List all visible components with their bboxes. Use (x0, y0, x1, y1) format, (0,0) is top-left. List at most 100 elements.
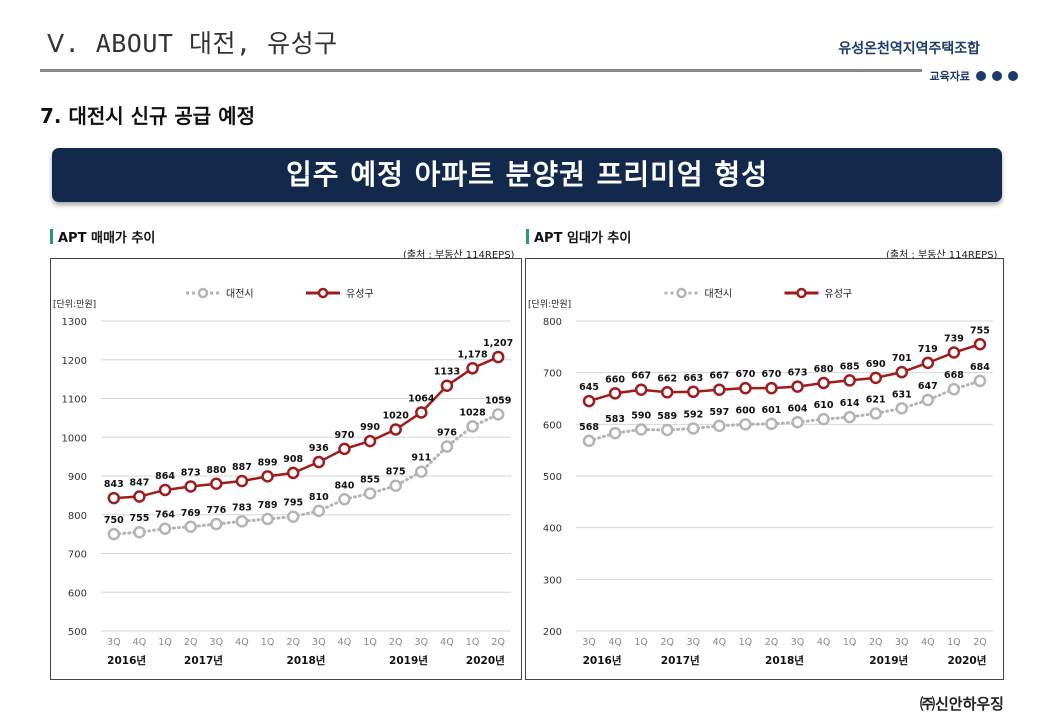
data-point-yuseong (338, 442, 351, 456)
headline-banner: 입주 예정 아파트 분양권 프리미엄 형성 (52, 148, 1002, 202)
data-point-yuseong (895, 365, 909, 379)
data-point-yuseong (687, 385, 700, 399)
data-label: 1,207 (483, 338, 513, 349)
data-point-daejeon (660, 423, 674, 437)
data-point-yuseong (765, 381, 778, 395)
data-label: 776 (206, 505, 226, 516)
x-tick-label: 2Q (660, 637, 674, 648)
data-point-daejeon (415, 465, 428, 478)
x-tick-label: 1Q (363, 637, 377, 648)
y-tick-label: 1200 (62, 356, 87, 367)
data-point-daejeon (133, 525, 146, 539)
data-point-yuseong (210, 477, 223, 490)
x-tick-label: 3Q (210, 637, 224, 648)
data-point-daejeon (466, 420, 479, 433)
y-tick-label: 500 (543, 472, 562, 483)
x-tick-label: 4Q (440, 637, 454, 648)
x-tick-label: 4Q (608, 637, 622, 648)
year-label: 2018년 (287, 654, 326, 667)
data-point-yuseong (363, 434, 377, 448)
data-point-yuseong (869, 371, 882, 385)
data-label: 621 (866, 394, 886, 405)
data-label: 631 (892, 389, 912, 400)
data-label: 750 (104, 515, 124, 526)
dot-icon (1008, 71, 1018, 81)
data-point-daejeon (184, 520, 197, 534)
data-point-daejeon (921, 393, 935, 407)
data-point-yuseong (491, 350, 505, 364)
data-label: 936 (309, 443, 329, 454)
legend-daejeon-marker (676, 287, 687, 299)
data-label: 670 (762, 369, 782, 380)
data-point-daejeon (338, 493, 351, 506)
data-label: 739 (944, 334, 964, 345)
header-divider (40, 69, 1000, 72)
data-label: 1059 (485, 395, 511, 406)
data-point-daejeon (210, 517, 223, 531)
data-point-yuseong (634, 383, 648, 396)
data-point-daejeon (363, 487, 377, 500)
data-label: 647 (918, 381, 938, 392)
data-label: 610 (814, 400, 834, 411)
data-point-yuseong (235, 474, 249, 488)
data-point-yuseong (466, 362, 479, 375)
x-tick-label: 2Q (869, 637, 883, 648)
y-tick-label: 600 (68, 588, 87, 599)
data-label: 1,178 (458, 349, 488, 360)
data-point-yuseong (843, 374, 856, 387)
x-tick-label: 3Q (107, 637, 121, 648)
data-label: 789 (258, 500, 278, 511)
data-label: 1064 (408, 393, 435, 404)
y-tick-label: 600 (543, 420, 562, 431)
x-tick-label: 1Q (466, 637, 480, 648)
x-tick-label: 1Q (158, 637, 172, 648)
data-point-daejeon (947, 382, 961, 396)
sale-chart-svg: 500 600 700 800 900 1000 1100 1200 1300 [단위:만원] 대전… (53, 287, 513, 667)
data-label: 690 (866, 359, 886, 370)
page-subtitle: 7. 대전시 신규 공급 예정 (40, 104, 255, 128)
data-point-yuseong (184, 480, 197, 493)
data-point-yuseong (713, 383, 726, 396)
series-line-daejeon (587, 379, 982, 443)
y-tick-label: 800 (68, 511, 87, 522)
data-label: 662 (657, 373, 677, 384)
data-point-daejeon (312, 504, 326, 518)
data-label: 864 (155, 471, 175, 482)
data-label: 590 (631, 411, 651, 422)
rent-panel-title-text: APT 임대가 추이 (534, 231, 632, 246)
legend-daejeon-marker (197, 287, 209, 299)
data-point-daejeon (791, 416, 804, 429)
org-name: 유성온천역지역주택조합 (838, 41, 980, 57)
x-tick-label: 4Q (133, 637, 147, 648)
x-tick-label: 2Q (389, 637, 403, 648)
data-point-daejeon (158, 522, 172, 535)
data-point-yuseong (107, 491, 121, 505)
data-label: 680 (814, 364, 834, 375)
rent-source: (출처 : 부동산 114REPS) (886, 250, 998, 261)
x-tick-label: 3Q (791, 637, 805, 648)
data-label: 855 (360, 474, 380, 485)
data-label: 990 (360, 422, 380, 433)
data-label: 755 (970, 325, 990, 336)
data-point-daejeon (817, 412, 830, 426)
legend-yuseong-marker (796, 287, 807, 299)
data-point-daejeon (107, 527, 121, 541)
unit-label: [단위:만원] (528, 299, 571, 310)
data-point-yuseong (286, 466, 300, 480)
data-label: 908 (283, 454, 303, 465)
data-label: 673 (788, 368, 808, 379)
data-point-yuseong (389, 423, 402, 436)
data-point-yuseong (921, 356, 935, 370)
x-tick-label: 2Q (765, 637, 779, 648)
data-label: 568 (579, 422, 599, 433)
x-tick-label: 3Q (687, 637, 701, 648)
data-point-daejeon (634, 423, 648, 436)
x-tick-label: 4Q (235, 637, 249, 648)
x-tick-label: 2Q (491, 637, 505, 648)
data-point-yuseong (608, 387, 622, 400)
year-label: 2020년 (947, 654, 986, 667)
y-tick-label: 400 (543, 524, 562, 535)
y-tick-label: 500 (68, 627, 87, 638)
data-label: 899 (258, 457, 278, 468)
data-label: 783 (232, 502, 252, 513)
